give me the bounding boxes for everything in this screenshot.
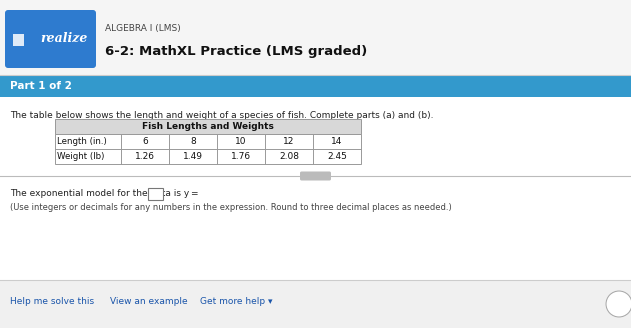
Text: 1.49: 1.49 [183, 152, 203, 161]
Text: 1.76: 1.76 [231, 152, 251, 161]
Text: Get more help ▾: Get more help ▾ [200, 297, 273, 306]
Text: ALGEBRA I (LMS): ALGEBRA I (LMS) [105, 25, 180, 33]
Text: Length (in.): Length (in.) [57, 137, 107, 146]
FancyBboxPatch shape [0, 75, 631, 97]
FancyBboxPatch shape [300, 172, 331, 180]
Text: 2.08: 2.08 [279, 152, 299, 161]
Text: Weight (lb): Weight (lb) [57, 152, 104, 161]
Text: Part 1 of 2: Part 1 of 2 [10, 81, 72, 91]
Text: 12: 12 [283, 137, 295, 146]
Text: 1.26: 1.26 [135, 152, 155, 161]
FancyBboxPatch shape [148, 188, 163, 200]
Text: 2.45: 2.45 [327, 152, 347, 161]
FancyBboxPatch shape [55, 134, 361, 164]
Text: 6: 6 [142, 137, 148, 146]
FancyBboxPatch shape [0, 280, 631, 328]
FancyBboxPatch shape [5, 10, 96, 68]
Text: 10: 10 [235, 137, 247, 146]
Text: The table below shows the length and weight of a species of fish. Complete parts: The table below shows the length and wei… [10, 111, 433, 120]
FancyBboxPatch shape [13, 34, 24, 46]
Text: 6-2: MathXL Practice (LMS graded): 6-2: MathXL Practice (LMS graded) [105, 45, 367, 57]
FancyBboxPatch shape [0, 0, 631, 75]
Text: The exponential model for the data is y =: The exponential model for the data is y … [10, 190, 199, 198]
Text: 8: 8 [190, 137, 196, 146]
Text: Help me solve this: Help me solve this [10, 297, 94, 306]
Circle shape [606, 291, 631, 317]
Text: realize: realize [40, 32, 87, 46]
Text: Fish Lengths and Weights: Fish Lengths and Weights [142, 122, 274, 131]
Text: 14: 14 [331, 137, 343, 146]
FancyBboxPatch shape [0, 97, 631, 280]
Text: .: . [163, 190, 166, 198]
Text: (Use integers or decimals for any numbers in the expression. Round to three deci: (Use integers or decimals for any number… [10, 202, 452, 212]
Text: View an example: View an example [110, 297, 187, 306]
FancyBboxPatch shape [55, 119, 361, 134]
